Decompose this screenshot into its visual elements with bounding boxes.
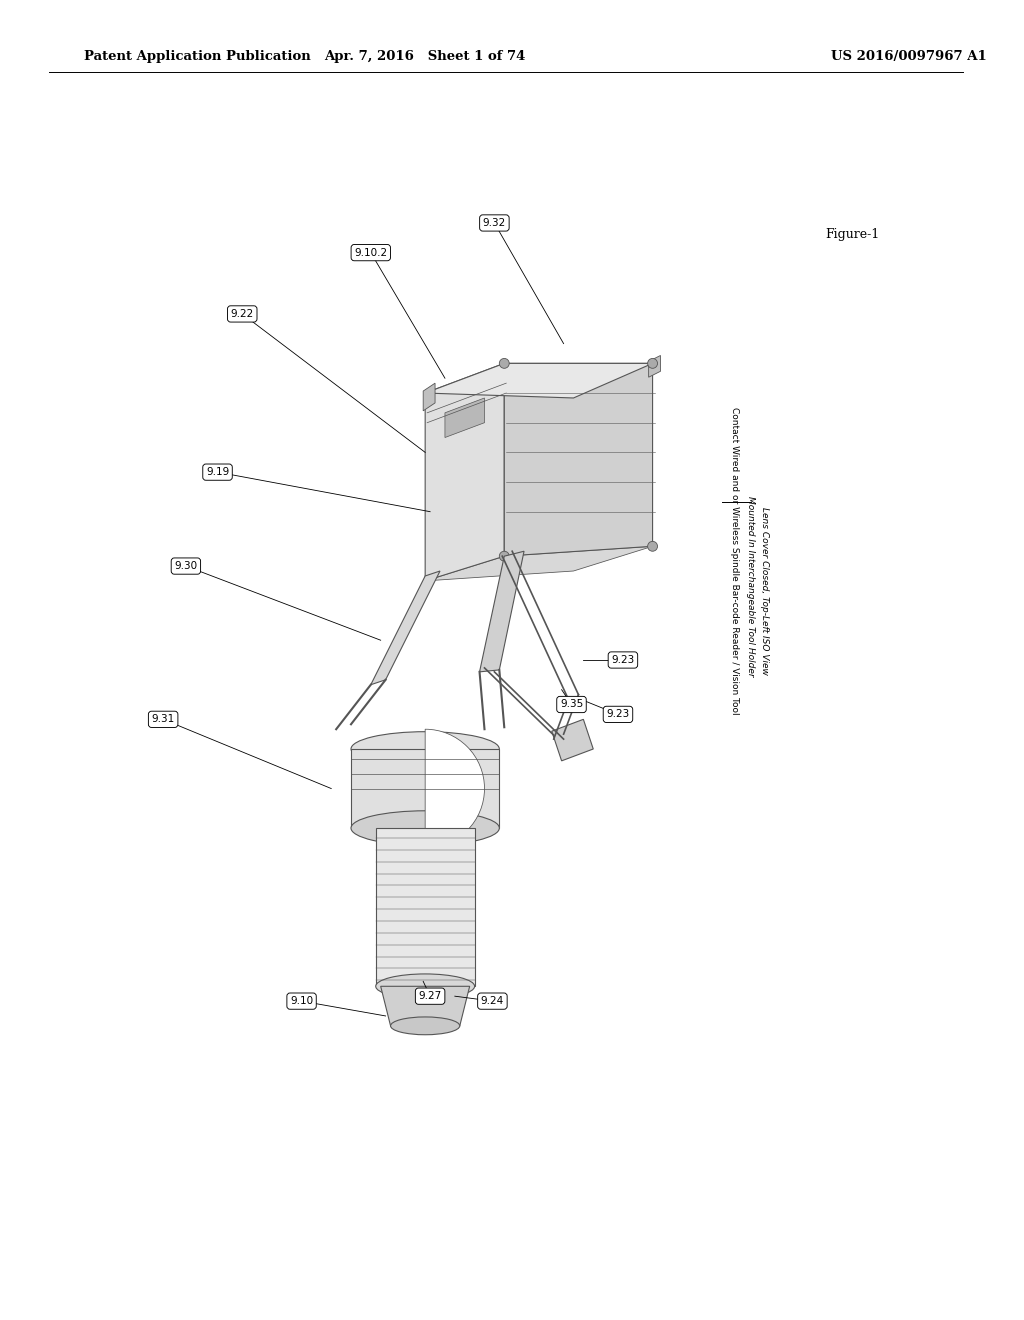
Text: 9.31: 9.31 <box>152 714 175 725</box>
Polygon shape <box>445 397 484 437</box>
Text: 9.10.2: 9.10.2 <box>354 248 387 257</box>
Polygon shape <box>351 748 500 828</box>
Text: Mounted In Interchangeable Tool Holder: Mounted In Interchangeable Tool Holder <box>745 495 755 676</box>
Text: 9.30: 9.30 <box>174 561 198 572</box>
Text: US 2016/0097967 A1: US 2016/0097967 A1 <box>830 50 986 63</box>
Circle shape <box>647 541 657 552</box>
Polygon shape <box>425 546 652 581</box>
Text: 9.19: 9.19 <box>206 467 229 477</box>
Circle shape <box>500 552 509 561</box>
Text: 9.23: 9.23 <box>606 709 630 719</box>
Text: 9.22: 9.22 <box>230 309 254 319</box>
Polygon shape <box>648 355 660 378</box>
Polygon shape <box>552 719 593 760</box>
Polygon shape <box>479 552 524 672</box>
Text: 9.32: 9.32 <box>482 218 506 228</box>
Circle shape <box>647 359 657 368</box>
Polygon shape <box>504 363 652 556</box>
Ellipse shape <box>351 731 500 767</box>
Polygon shape <box>425 363 504 581</box>
Wedge shape <box>425 729 484 847</box>
Polygon shape <box>376 828 474 986</box>
Text: 9.23: 9.23 <box>611 655 635 665</box>
Text: Figure-1: Figure-1 <box>825 228 880 242</box>
Text: Contact Wired and or Wireless Spindle Bar-code Reader / Vision Tool: Contact Wired and or Wireless Spindle Ba… <box>730 408 739 715</box>
Text: 9.10: 9.10 <box>290 997 313 1006</box>
Text: 9.24: 9.24 <box>481 997 504 1006</box>
Ellipse shape <box>376 974 474 999</box>
Polygon shape <box>423 383 435 411</box>
Text: Apr. 7, 2016   Sheet 1 of 74: Apr. 7, 2016 Sheet 1 of 74 <box>325 50 526 63</box>
Circle shape <box>500 359 509 368</box>
Ellipse shape <box>390 1016 460 1035</box>
Polygon shape <box>371 572 440 685</box>
Text: Lens Cover Closed, Top-Left ISO View: Lens Cover Closed, Top-Left ISO View <box>760 507 769 675</box>
Text: 9.27: 9.27 <box>419 991 441 1001</box>
Polygon shape <box>381 986 470 1026</box>
Text: Patent Application Publication: Patent Application Publication <box>84 50 311 63</box>
Polygon shape <box>425 363 652 397</box>
Ellipse shape <box>351 810 500 845</box>
Text: 9.35: 9.35 <box>560 700 583 709</box>
